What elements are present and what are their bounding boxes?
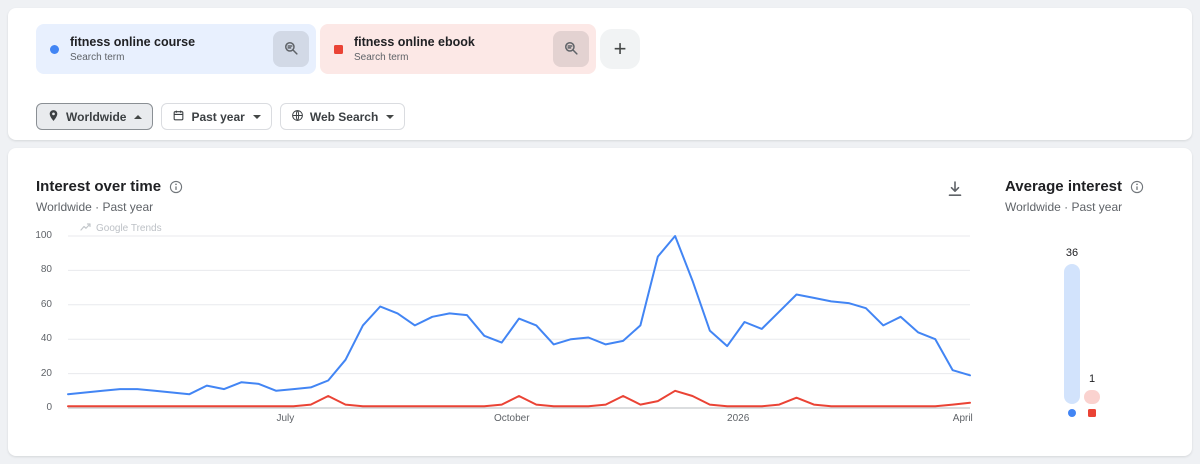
globe-icon bbox=[291, 109, 304, 125]
section-title: Interest over time bbox=[36, 178, 162, 195]
search-type-filter-button[interactable]: Web Search bbox=[279, 103, 406, 130]
search-term-text: fitness online course Search term bbox=[70, 35, 316, 63]
search-icon bbox=[282, 39, 300, 60]
series-line bbox=[67, 235, 971, 396]
region-filter-label: Worldwide bbox=[66, 109, 127, 124]
chevron-down-icon bbox=[252, 114, 261, 119]
search-type-filter-label: Web Search bbox=[309, 109, 379, 124]
filter-bar: Worldwide Past year Web Search bbox=[36, 103, 406, 130]
series-circle-marker-icon bbox=[50, 44, 59, 54]
y-axis-tick-label: 60 bbox=[40, 298, 52, 310]
explore-search-button[interactable] bbox=[553, 31, 589, 67]
search-term-label: fitness online ebook bbox=[354, 35, 475, 49]
average-bar-ebook bbox=[1084, 390, 1100, 404]
search-icon bbox=[562, 39, 580, 60]
interest-over-time-header: Interest over time bbox=[36, 178, 183, 195]
y-axis-tick-label: 80 bbox=[40, 264, 52, 276]
search-term-label: fitness online course bbox=[70, 35, 196, 49]
search-term-text: fitness online ebook Search term bbox=[354, 35, 596, 63]
average-interest-header: Average interest bbox=[1005, 178, 1144, 195]
y-axis-tick-label: 20 bbox=[40, 367, 52, 379]
search-term-type: Search term bbox=[354, 52, 409, 63]
search-term-chip-ebook[interactable]: fitness online ebook Search term bbox=[320, 24, 596, 74]
region-filter-button[interactable]: Worldwide bbox=[36, 103, 154, 130]
watermark-label: Google Trends bbox=[96, 223, 162, 234]
series-square-marker-icon bbox=[1088, 409, 1096, 417]
x-axis-tick-label: July bbox=[276, 413, 295, 424]
series-square-marker-icon bbox=[334, 44, 343, 54]
download-button[interactable] bbox=[941, 176, 969, 204]
location-pin-icon bbox=[47, 109, 60, 125]
search-term-type: Search term bbox=[70, 52, 125, 63]
interest-over-time-panel: Interest over time Worldwide · Past year… bbox=[8, 148, 1192, 456]
section-subtitle: Worldwide · Past year bbox=[1005, 200, 1123, 214]
chevron-down-icon bbox=[386, 114, 395, 119]
section-subtitle: Worldwide · Past year bbox=[36, 200, 154, 214]
time-range-filter-button[interactable]: Past year bbox=[161, 103, 272, 130]
download-icon bbox=[945, 180, 965, 202]
series-circle-marker-icon bbox=[1068, 409, 1076, 417]
series-line bbox=[67, 389, 971, 408]
x-axis-tick-label: October bbox=[493, 413, 530, 424]
average-value-course: 36 bbox=[1065, 247, 1079, 259]
calendar-icon bbox=[172, 109, 185, 125]
y-axis-tick-label: 0 bbox=[46, 402, 52, 413]
time-range-filter-label: Past year bbox=[191, 109, 245, 124]
compare-panel: fitness online course Search term fitnes… bbox=[8, 8, 1192, 140]
info-icon[interactable] bbox=[169, 180, 183, 194]
y-axis-tick-label: 40 bbox=[40, 333, 52, 345]
search-term-chip-course[interactable]: fitness online course Search term bbox=[36, 24, 316, 74]
google-trends-watermark: Google Trends bbox=[80, 222, 162, 235]
average-bar-course bbox=[1064, 264, 1080, 404]
chevron-up-icon bbox=[134, 114, 143, 119]
x-axis-tick-label: 2026 bbox=[727, 413, 750, 424]
add-comparison-button[interactable]: + bbox=[600, 29, 640, 69]
x-axis-tick-label: April bbox=[952, 413, 973, 424]
trending-line-icon bbox=[80, 222, 92, 235]
trends-line-chart bbox=[67, 235, 971, 409]
y-axis-tick-label: 100 bbox=[35, 230, 52, 241]
info-icon[interactable] bbox=[1130, 180, 1144, 194]
section-title: Average interest bbox=[1005, 178, 1122, 195]
average-value-ebook: 1 bbox=[1088, 373, 1096, 385]
explore-search-button[interactable] bbox=[273, 31, 309, 67]
